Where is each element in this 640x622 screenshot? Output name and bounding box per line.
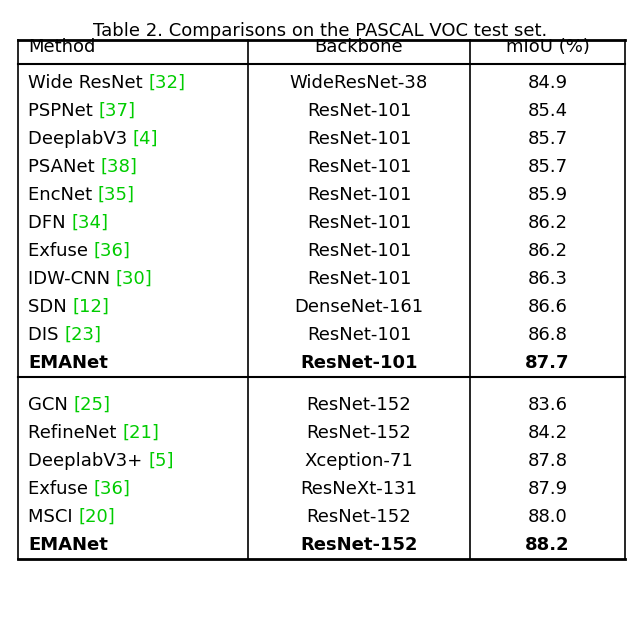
Text: 86.6: 86.6 — [527, 298, 568, 316]
Text: 84.2: 84.2 — [527, 424, 568, 442]
Text: 85.9: 85.9 — [527, 186, 568, 204]
Text: RefineNet: RefineNet — [28, 424, 122, 442]
Text: [20]: [20] — [78, 508, 115, 526]
Text: EncNet: EncNet — [28, 186, 98, 204]
Text: 87.9: 87.9 — [527, 480, 568, 498]
Text: Table 2. Comparisons on the PASCAL VOC test set.: Table 2. Comparisons on the PASCAL VOC t… — [93, 22, 547, 40]
Text: DeeplabV3+: DeeplabV3+ — [28, 452, 148, 470]
Text: [32]: [32] — [148, 74, 186, 92]
Text: 86.8: 86.8 — [527, 326, 568, 344]
Text: [25]: [25] — [74, 396, 111, 414]
Text: 84.9: 84.9 — [527, 74, 568, 92]
Text: ResNet-152: ResNet-152 — [300, 536, 418, 554]
Text: [23]: [23] — [64, 326, 101, 344]
Text: [35]: [35] — [98, 186, 135, 204]
Text: ResNet-101: ResNet-101 — [307, 270, 411, 288]
Text: ResNet-101: ResNet-101 — [307, 186, 411, 204]
Text: ResNet-101: ResNet-101 — [307, 158, 411, 176]
Text: Wide ResNet: Wide ResNet — [28, 74, 148, 92]
Text: 86.3: 86.3 — [527, 270, 568, 288]
Text: 86.2: 86.2 — [527, 214, 568, 232]
Text: Xception-71: Xception-71 — [305, 452, 413, 470]
Text: Exfuse: Exfuse — [28, 480, 93, 498]
Text: ResNet-101: ResNet-101 — [307, 130, 411, 148]
Text: MSCI: MSCI — [28, 508, 78, 526]
Text: [34]: [34] — [72, 214, 108, 232]
Text: 88.0: 88.0 — [527, 508, 568, 526]
Text: 87.7: 87.7 — [525, 354, 570, 372]
Text: [36]: [36] — [93, 480, 131, 498]
Text: [38]: [38] — [100, 158, 137, 176]
Text: 88.2: 88.2 — [525, 536, 570, 554]
Text: Exfuse: Exfuse — [28, 242, 93, 260]
Text: [36]: [36] — [93, 242, 131, 260]
Text: PSPNet: PSPNet — [28, 102, 99, 120]
Text: 83.6: 83.6 — [527, 396, 568, 414]
Text: DeeplabV3: DeeplabV3 — [28, 130, 133, 148]
Text: [21]: [21] — [122, 424, 159, 442]
Text: ResNet-101: ResNet-101 — [300, 354, 418, 372]
Text: 85.7: 85.7 — [527, 130, 568, 148]
Text: 86.2: 86.2 — [527, 242, 568, 260]
Text: DFN: DFN — [28, 214, 72, 232]
Text: ResNet-152: ResNet-152 — [307, 424, 412, 442]
Text: 85.7: 85.7 — [527, 158, 568, 176]
Text: ResNet-152: ResNet-152 — [307, 396, 412, 414]
Text: Backbone: Backbone — [315, 38, 403, 56]
Text: ResNeXt-131: ResNeXt-131 — [301, 480, 417, 498]
Text: EMANet: EMANet — [28, 354, 108, 372]
Text: [37]: [37] — [99, 102, 136, 120]
Text: 87.8: 87.8 — [527, 452, 568, 470]
Text: [12]: [12] — [72, 298, 109, 316]
Text: 85.4: 85.4 — [527, 102, 568, 120]
Text: mIoU (%): mIoU (%) — [506, 38, 589, 56]
Text: IDW-CNN: IDW-CNN — [28, 270, 116, 288]
Text: PSANet: PSANet — [28, 158, 100, 176]
Text: GCN: GCN — [28, 396, 74, 414]
Text: [30]: [30] — [116, 270, 152, 288]
Text: ResNet-152: ResNet-152 — [307, 508, 412, 526]
Text: DIS: DIS — [28, 326, 64, 344]
Text: ResNet-101: ResNet-101 — [307, 214, 411, 232]
Text: DenseNet-161: DenseNet-161 — [294, 298, 424, 316]
Text: EMANet: EMANet — [28, 536, 108, 554]
Text: ResNet-101: ResNet-101 — [307, 242, 411, 260]
Text: [4]: [4] — [133, 130, 159, 148]
Text: [5]: [5] — [148, 452, 173, 470]
Text: ResNet-101: ResNet-101 — [307, 102, 411, 120]
Text: Method: Method — [28, 38, 95, 56]
Text: WideResNet-38: WideResNet-38 — [290, 74, 428, 92]
Text: ResNet-101: ResNet-101 — [307, 326, 411, 344]
Text: SDN: SDN — [28, 298, 72, 316]
